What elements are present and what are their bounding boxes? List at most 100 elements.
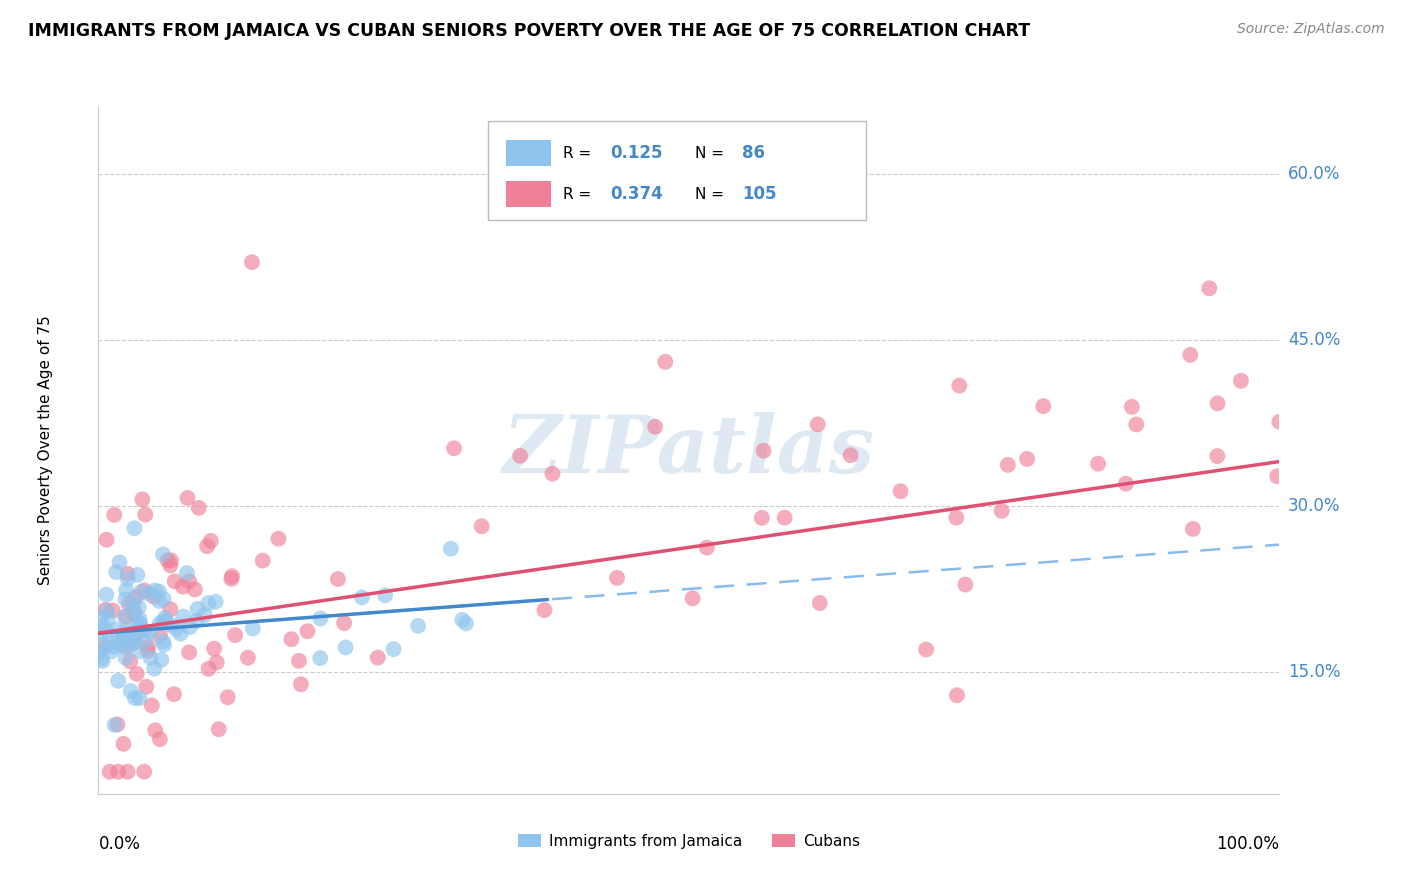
Point	[90, 651, 112, 665]
Point	[94, 640, 117, 654]
Point	[267, 532, 290, 546]
Point	[122, 632, 145, 646]
Point	[224, 628, 246, 642]
Point	[541, 467, 564, 481]
Point	[103, 640, 125, 654]
Point	[136, 644, 159, 658]
Point	[143, 723, 166, 738]
Point	[135, 680, 157, 694]
Point	[125, 666, 148, 681]
Point	[153, 614, 176, 628]
Point	[367, 650, 389, 665]
Point	[807, 417, 830, 432]
Point	[152, 548, 174, 562]
Point	[122, 636, 145, 650]
Point	[94, 603, 117, 617]
Point	[134, 764, 156, 779]
Point	[108, 639, 131, 653]
Point	[1206, 449, 1229, 463]
Point	[138, 587, 160, 601]
Point	[440, 541, 463, 556]
Point	[125, 627, 148, 641]
Point	[654, 355, 676, 369]
Point	[98, 764, 121, 779]
Point	[1121, 400, 1143, 414]
FancyBboxPatch shape	[488, 120, 866, 220]
Point	[114, 592, 136, 607]
Point	[111, 632, 134, 646]
Point	[105, 565, 128, 579]
Point	[135, 633, 157, 648]
Point	[91, 619, 114, 633]
Text: N =: N =	[695, 186, 728, 202]
Point	[163, 687, 186, 701]
Point	[326, 572, 349, 586]
Point	[195, 539, 218, 553]
Point	[221, 569, 243, 583]
Point	[103, 508, 125, 522]
Point	[141, 698, 163, 713]
Point	[179, 645, 201, 659]
Point	[644, 419, 666, 434]
Point	[143, 590, 166, 604]
Point	[242, 622, 264, 636]
Point	[678, 178, 700, 192]
Text: 0.374: 0.374	[610, 186, 662, 203]
Point	[200, 533, 222, 548]
Point	[443, 442, 465, 456]
Text: IMMIGRANTS FROM JAMAICA VS CUBAN SENIORS POVERTY OVER THE AGE OF 75 CORRELATION : IMMIGRANTS FROM JAMAICA VS CUBAN SENIORS…	[28, 22, 1031, 40]
Point	[124, 691, 146, 706]
Point	[136, 640, 159, 654]
Text: 0.0%: 0.0%	[98, 835, 141, 853]
Point	[108, 555, 131, 569]
Point	[945, 510, 967, 524]
Point	[808, 596, 831, 610]
Point	[127, 567, 149, 582]
Point	[103, 718, 125, 732]
Point	[890, 484, 912, 499]
Point	[682, 591, 704, 606]
Point	[89, 611, 111, 625]
Point	[606, 571, 628, 585]
Point	[150, 653, 173, 667]
Point	[117, 572, 139, 586]
Text: R =: R =	[562, 145, 596, 161]
Point	[1032, 399, 1054, 413]
Point	[1265, 469, 1288, 483]
Point	[128, 612, 150, 626]
Point	[149, 732, 172, 747]
Point	[955, 577, 977, 591]
Point	[148, 584, 170, 599]
Point	[471, 519, 494, 533]
Point	[129, 585, 152, 599]
Point	[333, 615, 356, 630]
Point	[115, 623, 138, 637]
Point	[752, 443, 775, 458]
Point	[98, 636, 121, 650]
Point	[509, 449, 531, 463]
Text: ZIPatlas: ZIPatlas	[503, 412, 875, 489]
Point	[309, 651, 332, 665]
Point	[915, 642, 938, 657]
Point	[122, 603, 145, 617]
Text: 86: 86	[742, 145, 765, 162]
Point	[152, 591, 174, 606]
Point	[1115, 476, 1137, 491]
Point	[149, 629, 172, 643]
Point	[197, 596, 219, 610]
Point	[153, 610, 176, 624]
Point	[240, 255, 263, 269]
Point	[112, 628, 135, 642]
Point	[124, 634, 146, 648]
Point	[131, 492, 153, 507]
Point	[160, 618, 183, 632]
Text: N =: N =	[695, 145, 728, 161]
Point	[1125, 417, 1147, 432]
Text: 30.0%: 30.0%	[1288, 497, 1340, 515]
Point	[946, 688, 969, 702]
Point	[96, 533, 118, 547]
Point	[90, 625, 112, 640]
Point	[156, 553, 179, 567]
Point	[221, 572, 243, 586]
Point	[125, 590, 148, 604]
